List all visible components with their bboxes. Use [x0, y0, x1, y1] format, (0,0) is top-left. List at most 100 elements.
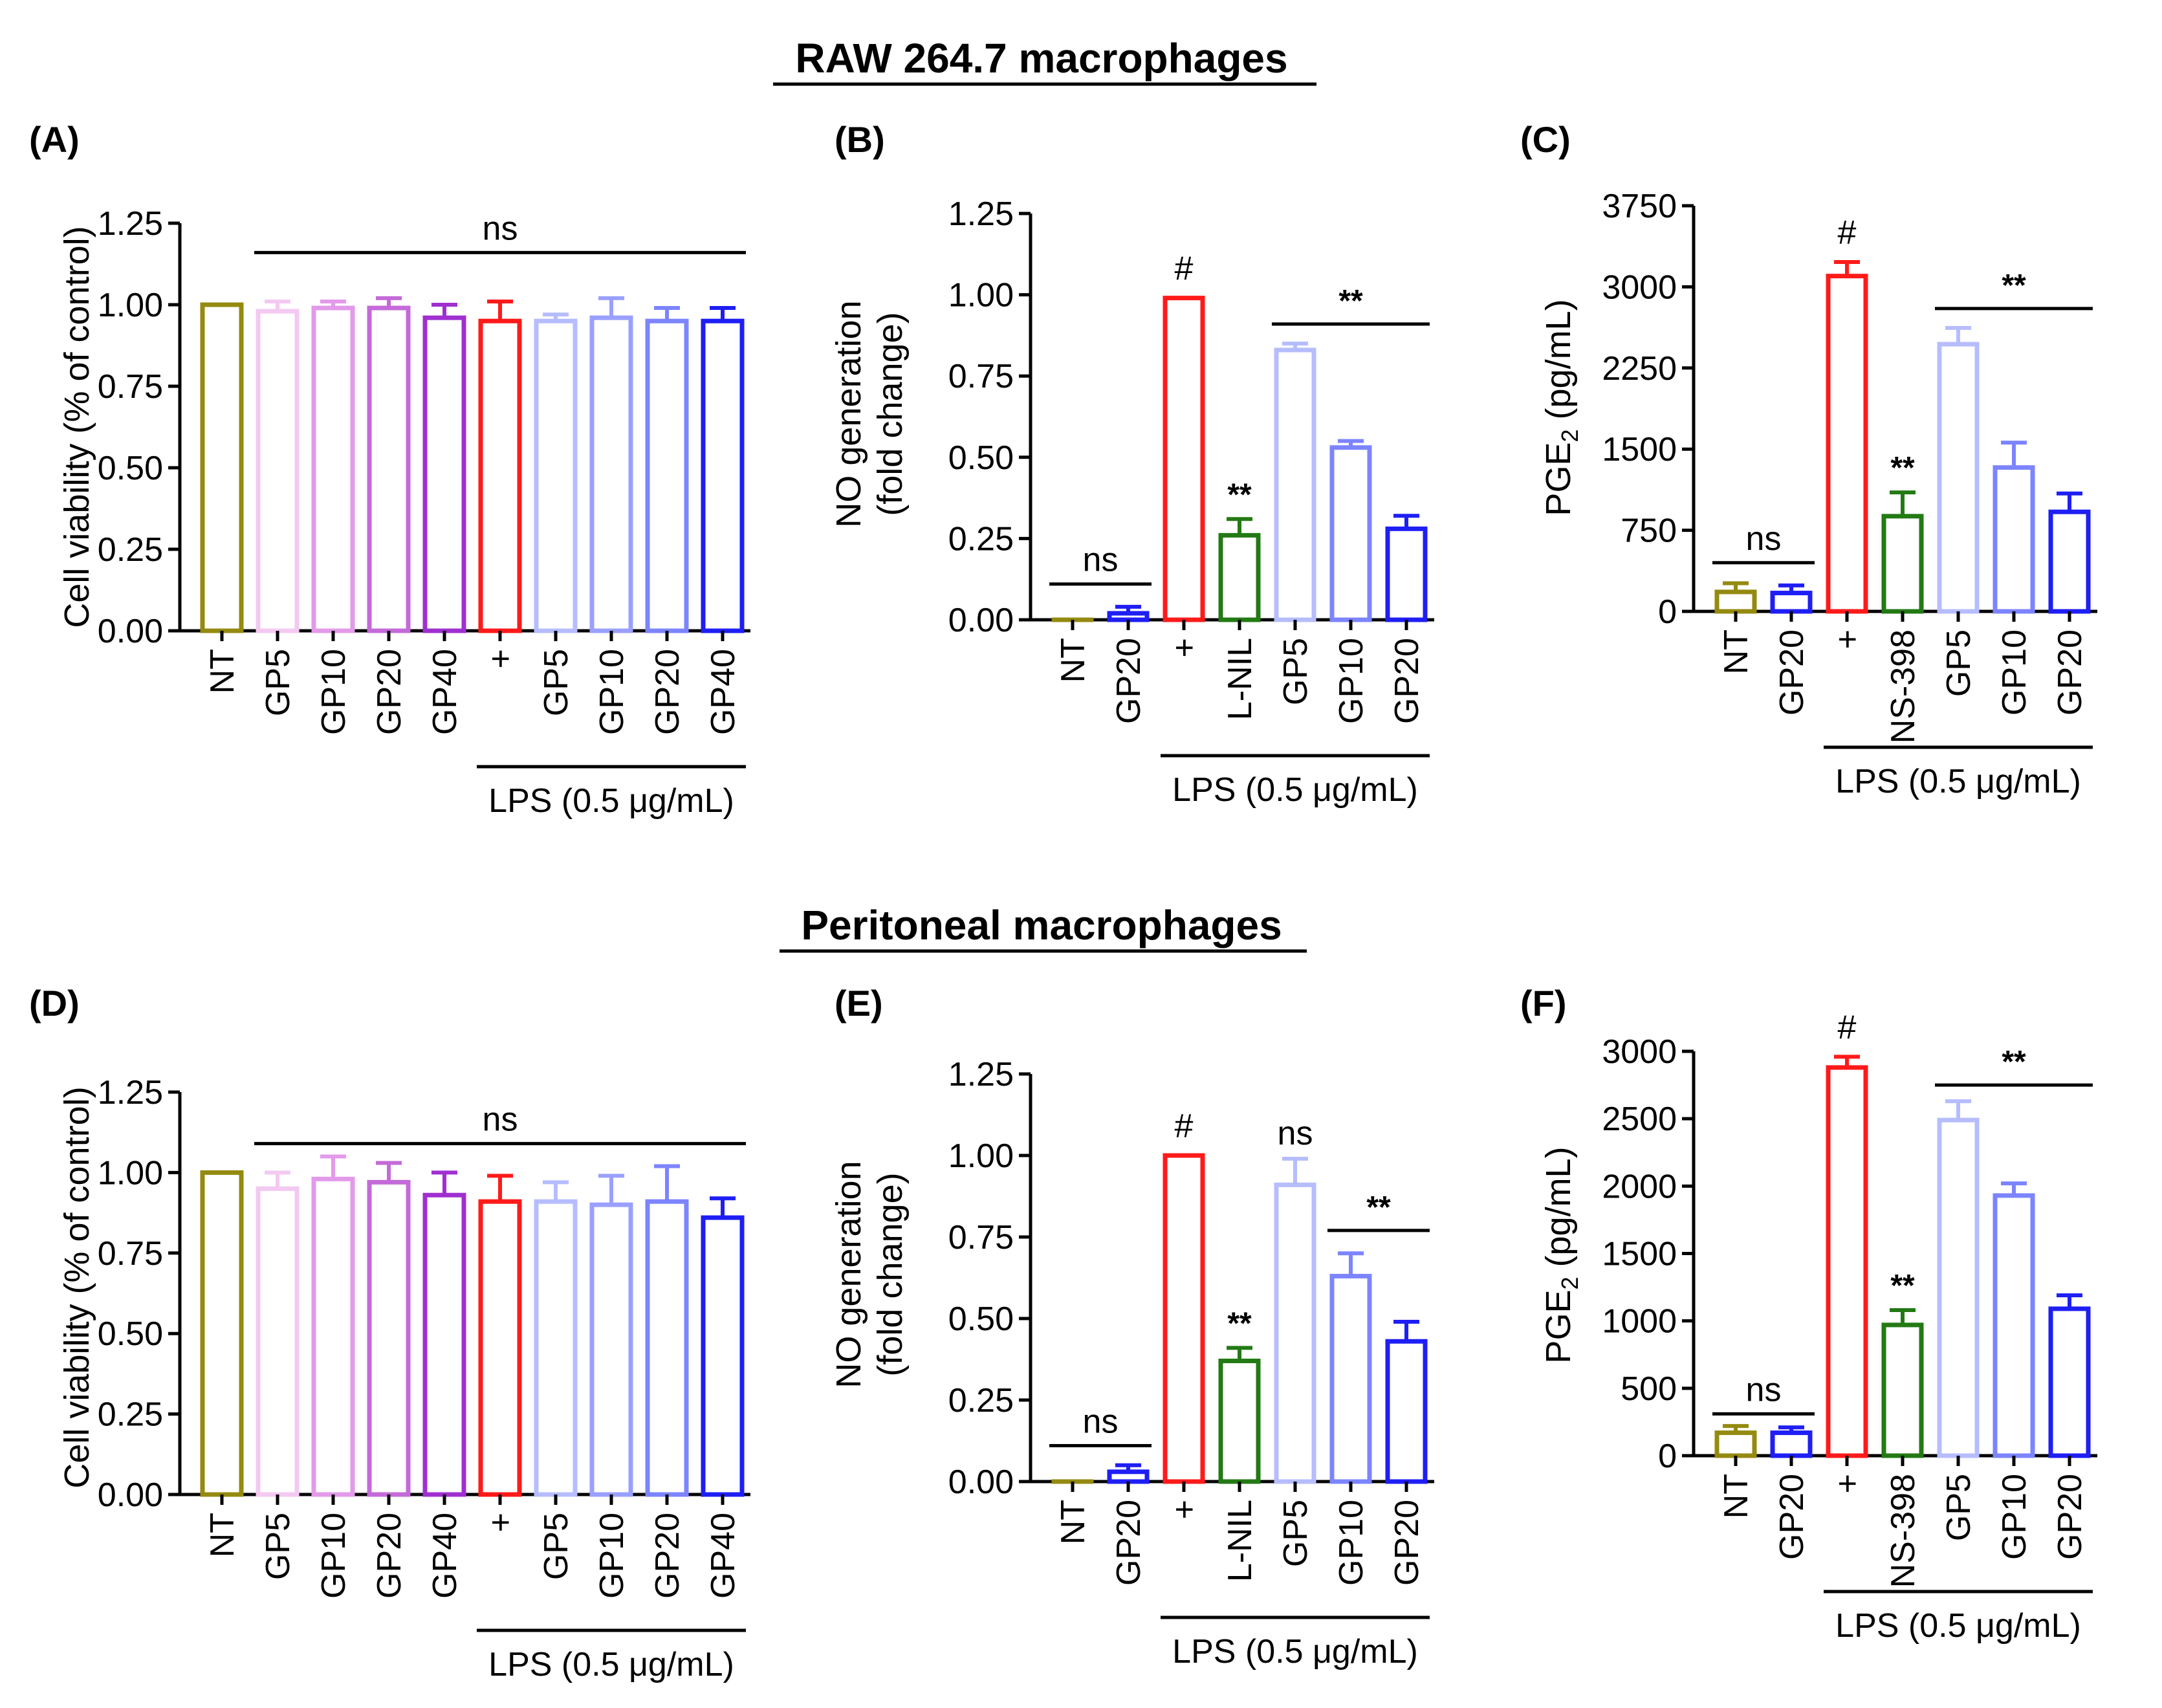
- significance-label: **: [1338, 284, 1363, 318]
- y-tick-label: 0.50: [948, 1300, 1014, 1338]
- x-tick-label: GP20: [1773, 630, 1811, 716]
- x-tick-label: GP20: [371, 1513, 408, 1599]
- bar: [589, 315, 633, 633]
- y-axis-label: Cell viability (% of control): [58, 1086, 96, 1488]
- bar: [1329, 1273, 1372, 1484]
- group-label: LPS (0.5 μg/mL): [1835, 1607, 2081, 1645]
- significance-label: **: [1366, 1190, 1391, 1225]
- y-tick-label: 1.25: [98, 1074, 163, 1111]
- bar: [256, 1186, 300, 1497]
- y-tick-label: 0.00: [98, 613, 163, 650]
- y-tick-label: 0.50: [98, 450, 163, 487]
- bar: [589, 1202, 633, 1497]
- bar: [1826, 274, 1868, 614]
- y-tick-label: 0: [1658, 1438, 1677, 1475]
- x-tick-label: GP10: [1996, 1474, 2033, 1560]
- section-title-peritoneal: Peritoneal macrophages: [801, 902, 1282, 948]
- significance-label: ns: [1083, 542, 1119, 579]
- y-tick-label: 1.00: [98, 1154, 163, 1192]
- x-tick-label: GP5: [538, 649, 575, 716]
- y-axis-label: NO generation: [829, 1161, 868, 1388]
- bar: [645, 318, 689, 633]
- y-tick-label: 3000: [1602, 1033, 1677, 1071]
- x-tick-label: +: [1829, 630, 1866, 649]
- y-tick-label: 0.75: [98, 1235, 163, 1273]
- y-tick-label: 1.00: [98, 287, 163, 324]
- bar-significance-label: **: [1227, 477, 1252, 512]
- panel-f: (F) 0 500 1000 1500 2000 2500 3000 PGE2 (pg/mL) N…: [1520, 983, 2097, 1645]
- significance-label: **: [2002, 268, 2026, 303]
- hash-label: #: [1175, 1108, 1194, 1145]
- x-tick-label: GP10: [1333, 1500, 1370, 1586]
- bar: [200, 302, 244, 633]
- bar: [1937, 1117, 1980, 1458]
- x-tick-label: GP10: [1996, 630, 2033, 716]
- bar: [1881, 1322, 1924, 1458]
- group-label: LPS (0.5 μg/mL): [1172, 771, 1418, 809]
- hash-label: #: [1838, 1009, 1857, 1046]
- y-tick-label: 0.75: [98, 368, 163, 406]
- significance-label: ns: [1746, 520, 1782, 558]
- x-tick-label: GP20: [371, 649, 408, 735]
- bar: [1274, 1182, 1316, 1484]
- significance-label: **: [2002, 1045, 2026, 1079]
- group-label: LPS (0.5 μg/mL): [1835, 763, 2081, 800]
- bar-significance-label: ns: [1278, 1115, 1313, 1152]
- bar: [422, 315, 466, 633]
- x-tick-label: NT: [204, 1513, 241, 1557]
- x-tick-label: +: [482, 649, 519, 668]
- group-label: LPS (0.5 μg/mL): [1172, 1633, 1418, 1670]
- x-tick-label: GP10: [315, 649, 353, 735]
- panel-label: (F): [1520, 983, 1567, 1024]
- bar: [1714, 589, 1757, 614]
- panel-b: (B) 0.00 0.25 0.50 0.75 1.00 1.25 NO generation…: [829, 119, 1434, 809]
- bar-significance-label: **: [1890, 1269, 1915, 1303]
- bar: [1993, 1193, 2035, 1458]
- bar: [1714, 1430, 1757, 1458]
- bar: [422, 1192, 466, 1497]
- y-tick-label: 500: [1621, 1370, 1677, 1408]
- x-tick-label: GP20: [649, 1513, 686, 1599]
- x-tick-label: GP20: [1110, 638, 1148, 724]
- bar: [645, 1199, 689, 1497]
- y-tick-label: 0: [1658, 593, 1677, 631]
- group-label: LPS (0.5 μg/mL): [488, 782, 734, 820]
- x-tick-label: GP20: [1773, 1474, 1811, 1560]
- bar-significance-label: **: [1227, 1306, 1252, 1341]
- bar: [256, 309, 300, 633]
- x-tick-label: NT: [1718, 630, 1755, 674]
- y-axis-label: Cell viability (% of control): [58, 226, 96, 628]
- x-tick-label: GP40: [704, 649, 742, 735]
- y-tick-label: 0.75: [948, 1219, 1014, 1256]
- section-title-raw: RAW 264.7 macrophages: [795, 35, 1287, 82]
- bar: [701, 318, 745, 633]
- panel-label: (B): [835, 119, 885, 160]
- hash-label: #: [1838, 214, 1857, 252]
- y-tick-label: 1500: [1602, 431, 1677, 468]
- bar: [534, 1199, 578, 1497]
- bar: [367, 305, 411, 633]
- y-tick-label: 3750: [1602, 188, 1677, 225]
- x-tick-label: GP10: [315, 1513, 353, 1599]
- y-tick-label: 1500: [1602, 1236, 1677, 1273]
- x-tick-label: NT: [1054, 1500, 1092, 1544]
- x-tick-label: GP20: [649, 649, 686, 735]
- y-tick-label: 2500: [1602, 1100, 1677, 1138]
- bar: [1385, 1339, 1428, 1484]
- x-tick-label: NT: [1054, 638, 1092, 683]
- y-tick-label: 0.00: [948, 602, 1014, 639]
- y-tick-label: 1.25: [98, 205, 163, 243]
- x-tick-label: NT: [1718, 1474, 1755, 1518]
- panel-c: (C) 0 750 1500 2250 3000 3750 PGE2 (pg/mL) NT GP2…: [1520, 119, 2097, 800]
- y-tick-label: 1.25: [948, 195, 1014, 233]
- y-tick-label: 0.50: [98, 1315, 163, 1353]
- x-tick-label: +: [482, 1513, 519, 1532]
- x-tick-label: GP5: [1940, 630, 1978, 697]
- bar: [1218, 1359, 1261, 1484]
- bar: [1274, 347, 1316, 622]
- y-tick-label: 3000: [1602, 268, 1677, 306]
- y-tick-label: 0.25: [948, 520, 1014, 558]
- panel-label: (C): [1520, 119, 1571, 160]
